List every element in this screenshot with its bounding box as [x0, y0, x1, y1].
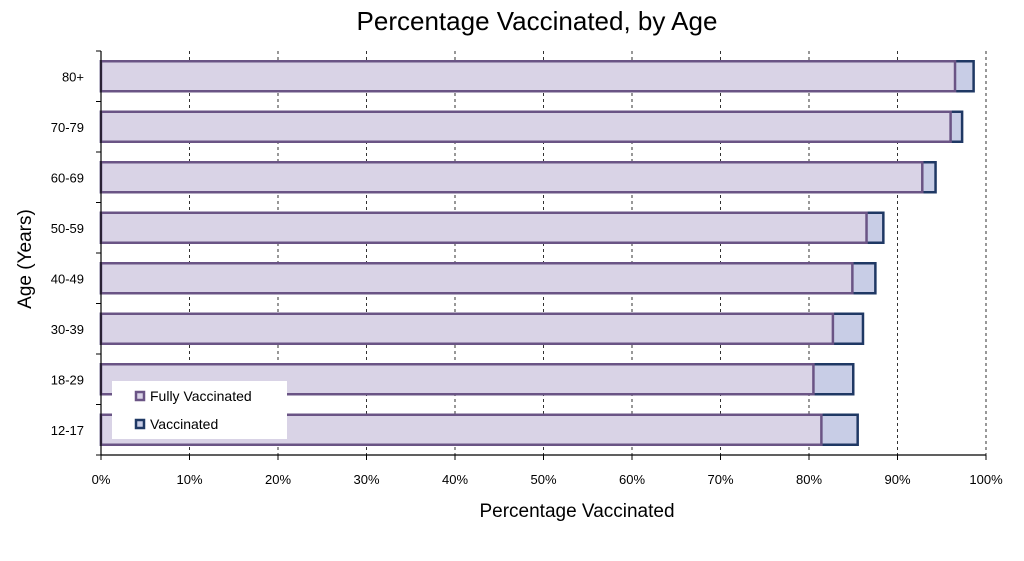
- x-tick-label: 80%: [796, 472, 822, 487]
- y-tick-label: 70-79: [51, 120, 84, 135]
- x-tick-label: 70%: [707, 472, 733, 487]
- bar-fully-vaccinated: [99, 60, 957, 93]
- y-tick-label: 80+: [62, 69, 84, 84]
- x-tick-label: 90%: [884, 472, 910, 487]
- x-tick-label: 60%: [619, 472, 645, 487]
- bar-fully-vaccinated: [99, 262, 854, 295]
- bar-fully-vaccinated: [99, 161, 924, 194]
- legend: Fully Vaccinated Vaccinated: [112, 381, 287, 439]
- legend-swatch-fully-vaccinated: [134, 390, 146, 402]
- y-tick-label: 30-39: [51, 322, 84, 337]
- y-axis-title: Age (Years): [15, 209, 36, 309]
- x-tick-label: 100%: [969, 472, 1003, 487]
- y-tick-label: 60-69: [51, 170, 84, 185]
- x-tick-label: 20%: [265, 472, 291, 487]
- y-tick-label: 12-17: [51, 423, 84, 438]
- x-tick-label: 50%: [530, 472, 556, 487]
- x-tick-label: 30%: [353, 472, 379, 487]
- bar-fully-vaccinated: [99, 312, 835, 345]
- x-tick-label: 0%: [92, 472, 111, 487]
- legend-label-fully-vaccinated: Fully Vaccinated: [150, 388, 252, 404]
- bar-fully-vaccinated: [99, 211, 868, 244]
- legend-swatch-vaccinated: [134, 418, 146, 430]
- x-tick-label: 10%: [176, 472, 202, 487]
- y-tick-label: 50-59: [51, 221, 84, 236]
- x-axis-title: Percentage Vaccinated: [479, 501, 674, 522]
- x-tick-label: 40%: [442, 472, 468, 487]
- bar-fully-vaccinated: [99, 110, 952, 143]
- legend-label-vaccinated: Vaccinated: [150, 416, 218, 432]
- y-tick-label: 18-29: [51, 372, 84, 387]
- axis-layer: 80+ 70-79 60-69 50-59 40-49 30-39 18-29 12-17 0%…: [51, 50, 1003, 487]
- y-tick-label: 40-49: [51, 271, 84, 286]
- chart-title: Percentage Vaccinated, by Age: [357, 6, 718, 36]
- legend-background: [112, 381, 287, 439]
